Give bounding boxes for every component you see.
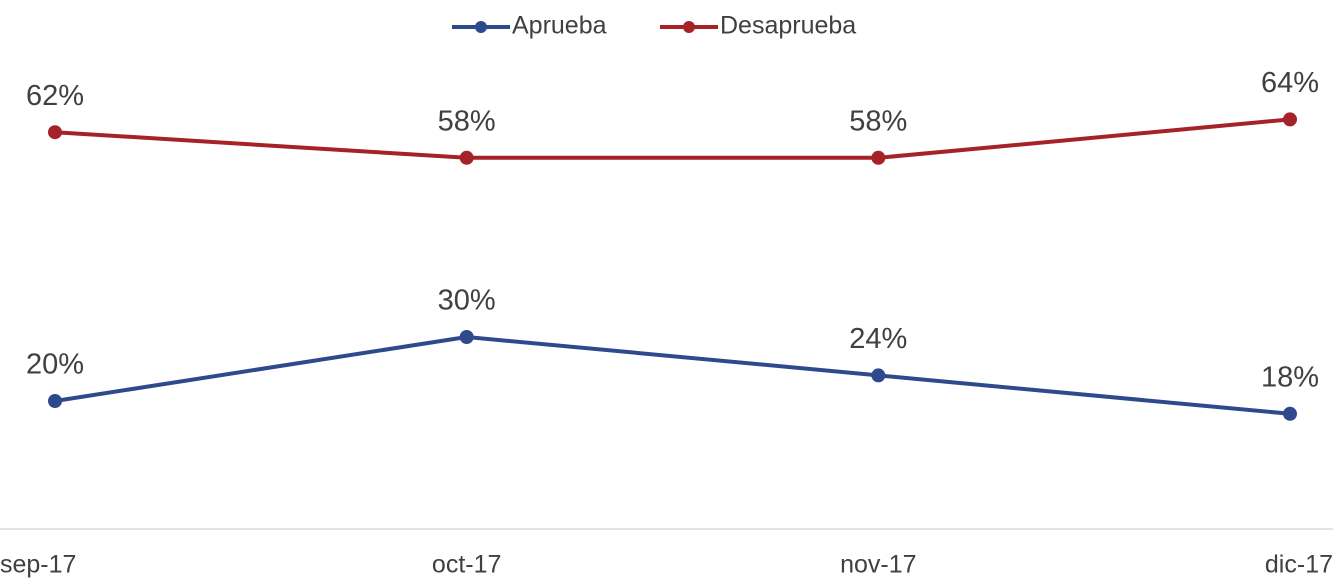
x-tick-label: oct-17 xyxy=(432,551,501,579)
data-label: 30% xyxy=(438,285,496,317)
legend-label: Desaprueba xyxy=(720,12,856,40)
series-line xyxy=(54,335,1291,416)
point xyxy=(48,125,62,140)
point xyxy=(1283,406,1297,421)
data-label: 64% xyxy=(1261,67,1319,99)
x-tick-label: dic-17 xyxy=(1265,551,1333,579)
point xyxy=(48,394,62,408)
series-line xyxy=(54,117,1291,160)
legend-label: Aprueba xyxy=(512,12,607,40)
data-label: 20% xyxy=(26,349,84,381)
point xyxy=(1283,112,1297,127)
data-label: 62% xyxy=(26,80,84,112)
point xyxy=(459,330,474,344)
data-label: 24% xyxy=(849,323,907,355)
point xyxy=(871,150,886,165)
data-label: 58% xyxy=(438,105,496,137)
x-tick-label: sep-17 xyxy=(0,551,76,579)
x-tick-label: nov-17 xyxy=(840,551,916,579)
point xyxy=(871,368,886,383)
data-label: 18% xyxy=(1261,361,1319,393)
legend-marker xyxy=(475,21,487,33)
data-label: 58% xyxy=(849,105,907,137)
point xyxy=(459,150,474,165)
legend-marker xyxy=(683,21,695,33)
